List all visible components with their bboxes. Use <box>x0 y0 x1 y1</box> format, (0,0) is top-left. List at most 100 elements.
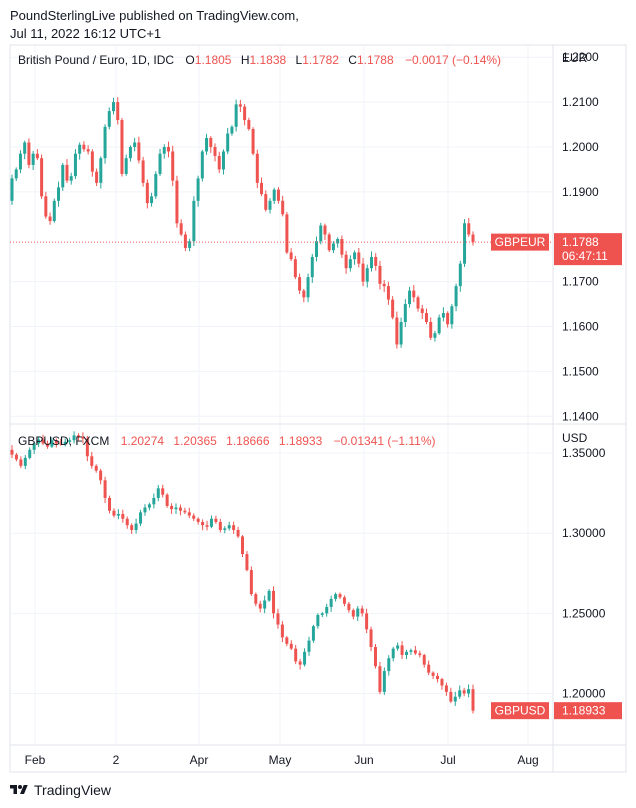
gbpusd-candle-body <box>303 651 307 665</box>
gbpeur-candle-body <box>353 252 357 260</box>
gbpeur-candle-body <box>340 238 344 255</box>
gbpusd-candle-body <box>143 507 147 513</box>
gbpusd-price-axis[interactable]: 1.35000 1.30000 1.25000 1.20000 <box>562 446 606 700</box>
gbpusd-candle-body <box>254 594 258 604</box>
gbpeur-candle-body <box>226 133 230 152</box>
gbpeur-symbol: British Pound / Euro, 1D, IDC <box>18 53 174 67</box>
gbpeur-candle-body <box>99 158 103 183</box>
footer-brand[interactable]: TradingView <box>10 782 111 798</box>
gbpeur-candle-body <box>116 102 120 121</box>
gbpusd-price-tick: 1.25000 <box>562 606 606 620</box>
gbpeur-candle-body <box>150 196 154 204</box>
gbpusd-candle-body <box>382 671 386 692</box>
gbpusd-high: 1.20365 <box>173 434 217 448</box>
gbpeur-candle-body <box>310 256 314 278</box>
gbpeur-candle-body <box>103 126 107 159</box>
gbpusd-candle-body <box>347 603 351 611</box>
gbpusd-candle-body <box>130 525 134 530</box>
tradingview-logo-icon <box>10 785 28 794</box>
gbpeur-candle-body <box>268 200 272 210</box>
gbpeur-candle-body <box>293 259 297 278</box>
gbpeur-candle-body <box>471 234 475 243</box>
gbpeur-candle-body <box>272 189 276 201</box>
gbpeur-price-tick: 1.1500 <box>562 364 599 378</box>
gbpusd-candle-body <box>378 666 382 692</box>
gbpeur-candle-body <box>90 151 94 172</box>
gbpusd-candle-body <box>342 597 346 604</box>
gbpusd-candle-body <box>307 640 311 652</box>
gbpusd-candle-body <box>373 647 377 667</box>
gbpeur-candle-body <box>61 164 65 188</box>
gbpusd-candle-body <box>360 608 364 614</box>
gbpusd-candle-body <box>294 648 298 662</box>
gbpeur-candle-body <box>378 265 382 284</box>
gbpeur-candle-body <box>382 283 386 287</box>
gbpusd-candle-body <box>28 449 32 458</box>
gbpusd-series-tag <box>491 702 549 720</box>
gbpeur-price-tick: 1.1400 <box>562 409 599 423</box>
gbpeur-candle-body <box>369 256 373 269</box>
time-tick: 2 <box>113 753 120 767</box>
gbpeur-candle-body <box>399 322 403 345</box>
gbpusd-candle-body <box>112 510 116 516</box>
gbpusd-candle-body <box>409 650 413 652</box>
gbpeur-candle-body <box>31 153 35 165</box>
gbpusd-candle-body <box>214 518 218 522</box>
time-axis[interactable]: Feb 2 Apr May Jun Jul Aug <box>25 753 539 767</box>
gbpeur-candle-body <box>386 286 390 300</box>
gbpeur-candle-body <box>276 189 280 201</box>
time-tick: Aug <box>517 753 538 767</box>
gbpeur-candle-body <box>437 317 441 334</box>
gbpusd-candle-body <box>276 613 280 625</box>
gbpeur-candle-body <box>166 146 170 152</box>
gbpeur-candle-body <box>247 120 251 130</box>
gbpeur-candle-body <box>23 142 27 154</box>
gbpeur-candle-body <box>107 111 111 127</box>
gbpeur-candle-body <box>65 164 69 181</box>
gbpusd-candle-body <box>152 497 156 505</box>
publish-timestamp: Jul 11, 2022 16:12 UTC+1 <box>10 26 162 41</box>
gbpusd-candle-body <box>391 648 395 659</box>
gbpusd-candle-body <box>440 679 444 686</box>
gbpeur-price-axis[interactable]: 1.2200 1.2100 1.2000 1.1900 1.1700 1.1600 1.15… <box>562 50 599 423</box>
gbpusd-candle-body <box>316 614 320 627</box>
gbpeur-candle-body <box>40 158 44 197</box>
gbpusd-candle-body <box>37 439 41 444</box>
gbpusd-candle-body <box>174 507 178 510</box>
gbpusd-candle-body <box>161 488 165 495</box>
gbpeur-price-tick: 1.1900 <box>562 185 599 199</box>
gbpusd-price-tick: 1.20000 <box>562 687 606 701</box>
gbpeur-candle-body <box>463 223 467 264</box>
gbpusd-candle-body <box>63 441 67 445</box>
gbpeur-candle-body <box>69 176 73 181</box>
gbpusd-change: −0.01341 (−1.11%) <box>334 434 436 448</box>
gbpeur-candle-body <box>331 243 335 251</box>
gbpeur-price-tag <box>554 233 622 266</box>
gbpeur-candle-body <box>82 144 86 150</box>
gbpeur-candle-body <box>408 290 412 305</box>
gbpusd-price-tick: 1.35000 <box>562 446 606 460</box>
gbpusd-candle-body <box>280 624 284 638</box>
gbpeur-candle-body <box>446 313 450 325</box>
gbpeur-candle-body <box>18 153 22 170</box>
gbpeur-candle-body <box>281 200 285 215</box>
gbpusd-candle-body <box>387 658 391 672</box>
gbpusd-candle-body <box>365 613 369 630</box>
gbpusd-legend[interactable]: GBPUSD, FXCM 1.20274 1.20365 1.18666 1.1… <box>18 434 435 448</box>
gbpeur-series-label: GBPEUR <box>495 235 546 249</box>
eur-currency-label: EUR <box>562 51 588 65</box>
gbpeur-candle-body <box>128 146 132 159</box>
gbpeur-candle-body <box>374 256 378 266</box>
gbpeur-legend[interactable]: British Pound / Euro, 1D, IDC O1.1805 H1… <box>18 53 501 67</box>
gbpeur-candle-body <box>200 151 204 179</box>
gbpeur-series-tag <box>491 233 549 251</box>
gbpeur-candle-body <box>95 171 99 183</box>
time-tick: May <box>269 753 292 767</box>
time-tick: Apr <box>190 753 209 767</box>
gbpeur-candle-body <box>196 178 200 201</box>
gbpeur-h-label: H <box>241 53 250 67</box>
gbpeur-candle-body <box>315 241 319 257</box>
gbpusd-candle-body <box>241 536 244 555</box>
gbpusd-candle-body <box>68 440 72 442</box>
